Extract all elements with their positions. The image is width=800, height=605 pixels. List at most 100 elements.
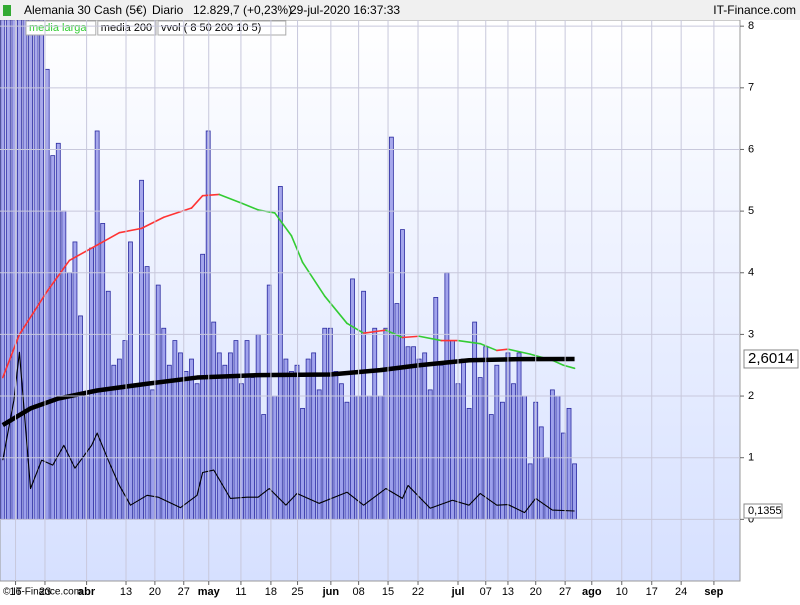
bar: [255, 334, 261, 520]
line-segment: [190, 194, 204, 209]
x-tick-label: 07: [480, 586, 492, 598]
header-icon: [3, 5, 11, 16]
x-tick-label: 11: [235, 586, 246, 598]
x-tick-label: jul: [451, 586, 465, 598]
bar: [194, 383, 200, 520]
x-tick-label: 20: [149, 586, 161, 598]
bar: [311, 352, 317, 520]
bar: [405, 346, 411, 520]
bar: [472, 321, 478, 520]
legend: media larga media 200 vvol ( 8 50 200 10 5…: [25, 20, 287, 36]
bar: [233, 340, 239, 520]
bar: [544, 457, 550, 520]
bar: [433, 297, 439, 520]
bar: [0, 20, 6, 520]
line-segment: [323, 295, 348, 325]
line-segment: [273, 212, 293, 237]
line-segment: [240, 202, 259, 211]
bar: [538, 426, 544, 520]
line-segment: [46, 259, 71, 293]
bar: [316, 389, 322, 520]
bar: [477, 377, 483, 520]
x-tick-label: 13: [502, 586, 514, 598]
x-tick-label: 23: [39, 586, 51, 598]
bar: [350, 278, 355, 520]
x-tick-label: 15: [382, 586, 394, 598]
line-segment: [362, 329, 387, 334]
source: IT-Finance.com: [713, 3, 796, 17]
quote: 12.829,7 (+0,23%): [193, 3, 292, 17]
bar: [17, 20, 22, 520]
line-segment: [496, 348, 509, 352]
bar: [155, 284, 161, 520]
bar: [305, 358, 311, 520]
x-tick-label: 08: [352, 586, 364, 598]
y-tick-label: 3: [748, 328, 754, 340]
x-tick-label: may: [198, 586, 221, 598]
bar: [566, 407, 572, 520]
bar: [466, 407, 472, 520]
line-segment: [18, 290, 48, 336]
bar: [516, 352, 522, 520]
line-segment: [218, 193, 243, 204]
bar: [339, 383, 344, 520]
line-segment: [346, 322, 365, 334]
bar: [549, 389, 555, 520]
bar: [94, 130, 100, 520]
line-segment: [1, 333, 21, 379]
bar: [222, 364, 228, 520]
bar: [55, 142, 61, 520]
y-tick-label: 4: [748, 267, 754, 279]
line-segment: [507, 348, 531, 355]
x-tick-label: 10: [616, 586, 628, 598]
bar: [388, 136, 394, 520]
bar: [500, 401, 505, 520]
bar: [172, 340, 178, 520]
y-tick-label: 0: [748, 513, 754, 525]
legend-label: vvol ( 8 50 200 10 5): [161, 22, 261, 34]
bar: [244, 340, 250, 520]
timestamp: 29-jul-2020 16:37:33: [290, 3, 400, 17]
bar: [283, 358, 289, 520]
line-segment: [201, 193, 221, 197]
bar: [183, 370, 189, 520]
bar: [461, 358, 466, 520]
x-tick-label: sep: [704, 586, 723, 598]
x-tick-label: 27: [178, 586, 190, 598]
x-tick-label: 17: [646, 586, 658, 598]
line-segment: [290, 234, 304, 264]
line: [2, 351, 575, 514]
x-tick-label: 24: [675, 586, 687, 598]
bar: [139, 179, 144, 520]
y-tick-label: 7: [748, 82, 754, 94]
line-segment: [162, 207, 193, 219]
x-tick-label: 25: [291, 586, 303, 598]
line-segment: [385, 329, 404, 339]
line-segment: [96, 231, 121, 246]
line-segment: [68, 244, 98, 262]
bar: [488, 414, 494, 520]
bar: [438, 364, 444, 520]
bar: [511, 383, 516, 520]
y-tick-label: 2: [748, 390, 754, 402]
line-segment: [479, 342, 498, 352]
value-label-box: [743, 503, 783, 519]
legend-box: [25, 20, 97, 36]
bar: [383, 327, 389, 520]
bar: [322, 327, 328, 520]
x-tick-label: 18: [265, 586, 277, 598]
x-tick-label: ago: [582, 586, 602, 598]
y-tick-label: 5: [748, 205, 754, 217]
bar: [527, 463, 533, 520]
bar: [28, 20, 33, 520]
legend-box: [97, 20, 157, 36]
bar: [189, 358, 194, 520]
line-segment: [140, 216, 165, 230]
y-tick-label: 1: [748, 452, 754, 464]
bar: [427, 389, 433, 520]
value-label: 0,1355: [748, 505, 782, 517]
line-segment: [301, 261, 326, 297]
bar: [89, 247, 94, 520]
chart-title: Alemania 30 Cash (5€): [24, 3, 147, 17]
